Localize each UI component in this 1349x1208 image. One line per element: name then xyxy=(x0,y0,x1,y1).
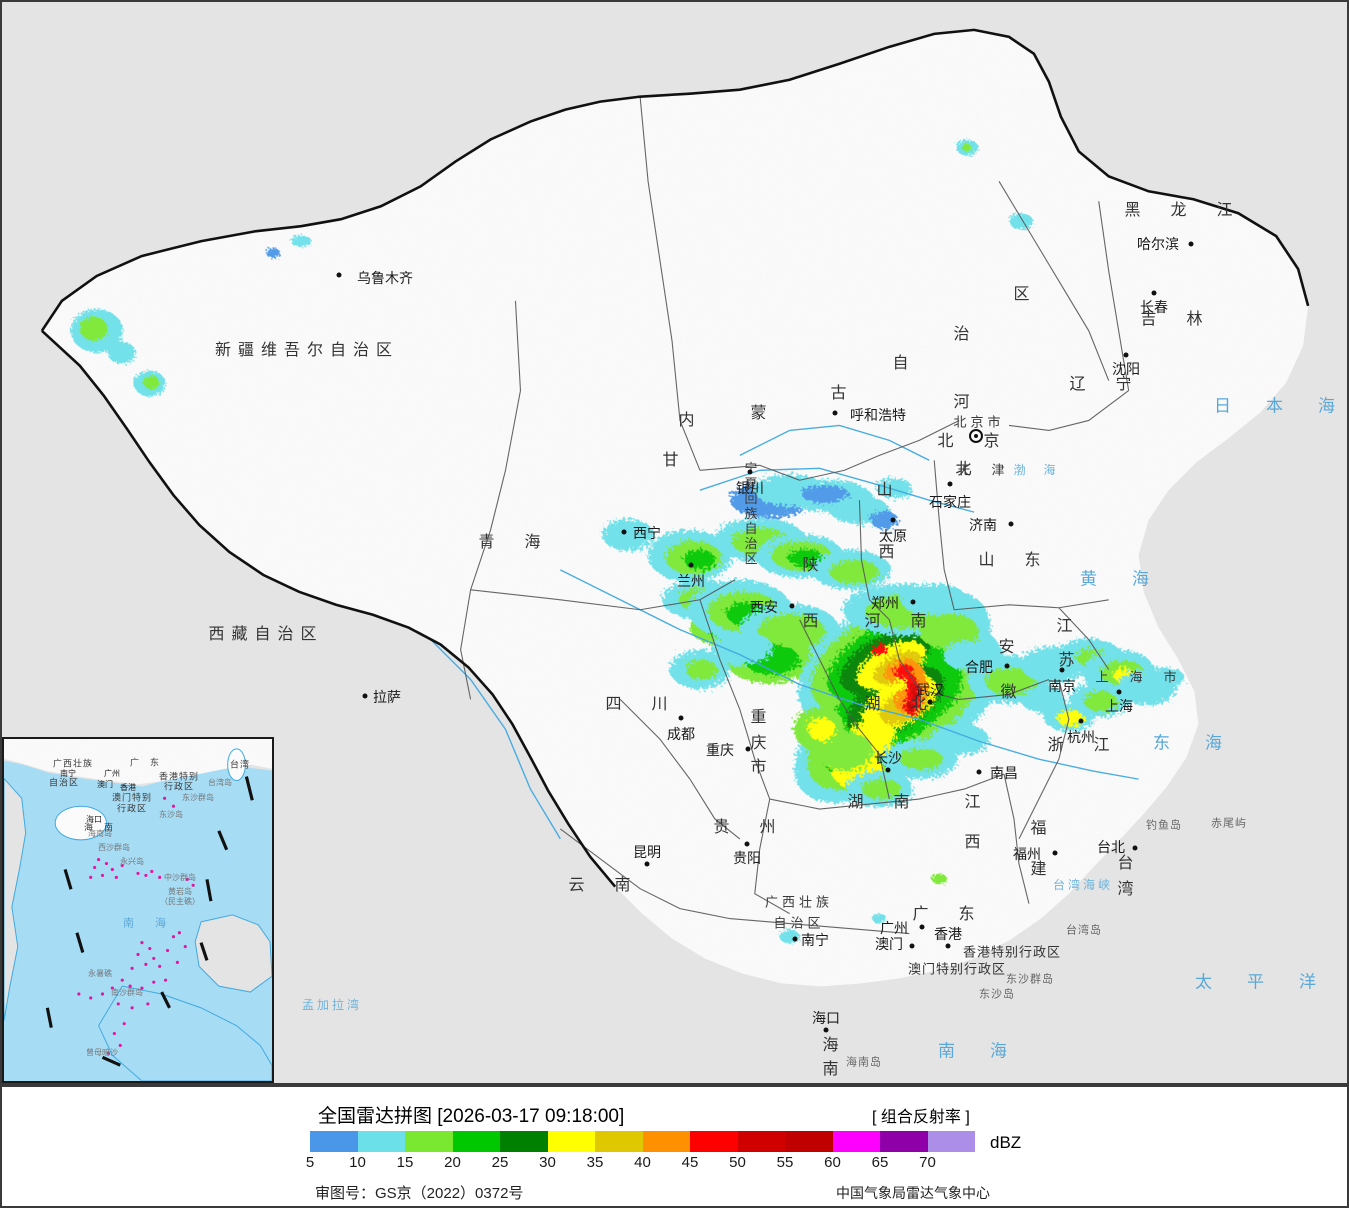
city-dot-25 xyxy=(1052,850,1058,856)
map-approval-number: 审图号：GS京（2022）0372号 xyxy=(315,1185,524,1202)
colorbar-swatch-30 xyxy=(547,1131,595,1152)
tick-40: 40 xyxy=(634,1154,651,1171)
city-dot-17 xyxy=(1078,718,1084,724)
city-dot-22 xyxy=(976,769,982,775)
tick-60: 60 xyxy=(824,1154,841,1171)
city-dot-16 xyxy=(927,699,933,705)
colorbar-swatch-55 xyxy=(785,1131,833,1152)
city-dot-24 xyxy=(644,861,650,867)
city-dot-7 xyxy=(890,517,896,523)
city-dot-3 xyxy=(1123,352,1129,358)
tick-15: 15 xyxy=(396,1154,414,1171)
tick-20: 20 xyxy=(444,1154,461,1171)
dbz-colorbar xyxy=(310,1131,975,1152)
issuing-agency: 中国气象局雷达气象中心 xyxy=(836,1185,990,1201)
city-dot-21 xyxy=(885,767,891,773)
city-dot-15 xyxy=(1116,689,1122,695)
city-dot-23 xyxy=(744,841,750,847)
legend-title: 全国雷达拼图 [2026-03-17 09:18:00] xyxy=(318,1106,625,1127)
tick-35: 35 xyxy=(586,1154,604,1171)
legend-product-type: [ 组合反射率 ] xyxy=(872,1109,970,1126)
tick-55: 55 xyxy=(776,1154,794,1171)
tick-10: 10 xyxy=(349,1154,366,1171)
city-dot-0 xyxy=(336,272,342,278)
city-dot-11 xyxy=(910,599,916,605)
city-dot-13 xyxy=(1004,663,1010,669)
city-dot-10 xyxy=(688,562,694,568)
city-dot-1 xyxy=(1188,241,1194,247)
colorbar-swatch-60 xyxy=(832,1131,880,1152)
tick-70: 70 xyxy=(919,1154,936,1171)
tick-45: 45 xyxy=(681,1154,699,1171)
colorbar-swatch-5 xyxy=(310,1131,358,1152)
city-dot-5 xyxy=(747,469,753,475)
capital-marker-beijing xyxy=(969,429,983,443)
city-dot-29 xyxy=(823,1027,829,1033)
tick-50: 50 xyxy=(729,1154,746,1171)
city-dot-18 xyxy=(362,693,368,699)
city-dot-2 xyxy=(1151,290,1157,296)
legend-panel xyxy=(0,1085,1349,1208)
city-dot-28 xyxy=(1132,845,1138,851)
inset-graphics xyxy=(4,739,272,1081)
city-dot-6 xyxy=(947,481,953,487)
city-dot-20 xyxy=(745,746,751,752)
colorbar-swatch-20 xyxy=(452,1131,500,1152)
colorbar-swatch-10 xyxy=(357,1131,405,1152)
city-dot-27 xyxy=(792,936,798,942)
colorbar-swatch-50 xyxy=(737,1131,785,1152)
province-borders xyxy=(460,96,1130,935)
city-dot-30 xyxy=(945,943,951,949)
colorbar-swatch-35 xyxy=(595,1131,643,1152)
city-dot-4 xyxy=(832,410,838,416)
colorbar-swatch-70 xyxy=(927,1131,975,1152)
colorbar-swatch-25 xyxy=(500,1131,548,1152)
tick-5: 5 xyxy=(305,1154,315,1171)
colorbar-swatch-65 xyxy=(880,1131,928,1152)
city-dot-31 xyxy=(909,943,915,949)
colorbar-swatch-15 xyxy=(405,1131,453,1152)
city-dot-8 xyxy=(1008,521,1014,527)
colorbar-swatch-45 xyxy=(690,1131,738,1152)
dbz-unit-label: dBZ xyxy=(990,1133,1022,1152)
national-border xyxy=(40,28,1310,888)
tick-65: 65 xyxy=(871,1154,889,1171)
city-dot-12 xyxy=(789,603,795,609)
south-china-sea-inset[interactable]: 广西壮族 自治区广 东南宁 广州 香港特别 行政区 澳门特别 行政区 澳门 香港 台湾 台湾岛 东沙群… xyxy=(2,737,274,1083)
city-dot-19 xyxy=(678,715,684,721)
city-dot-14 xyxy=(1059,667,1065,673)
tick-25: 25 xyxy=(491,1154,509,1171)
colorbar-swatch-40 xyxy=(642,1131,690,1152)
city-dot-9 xyxy=(621,529,627,535)
tick-30: 30 xyxy=(539,1154,556,1171)
city-dot-26 xyxy=(919,924,925,930)
